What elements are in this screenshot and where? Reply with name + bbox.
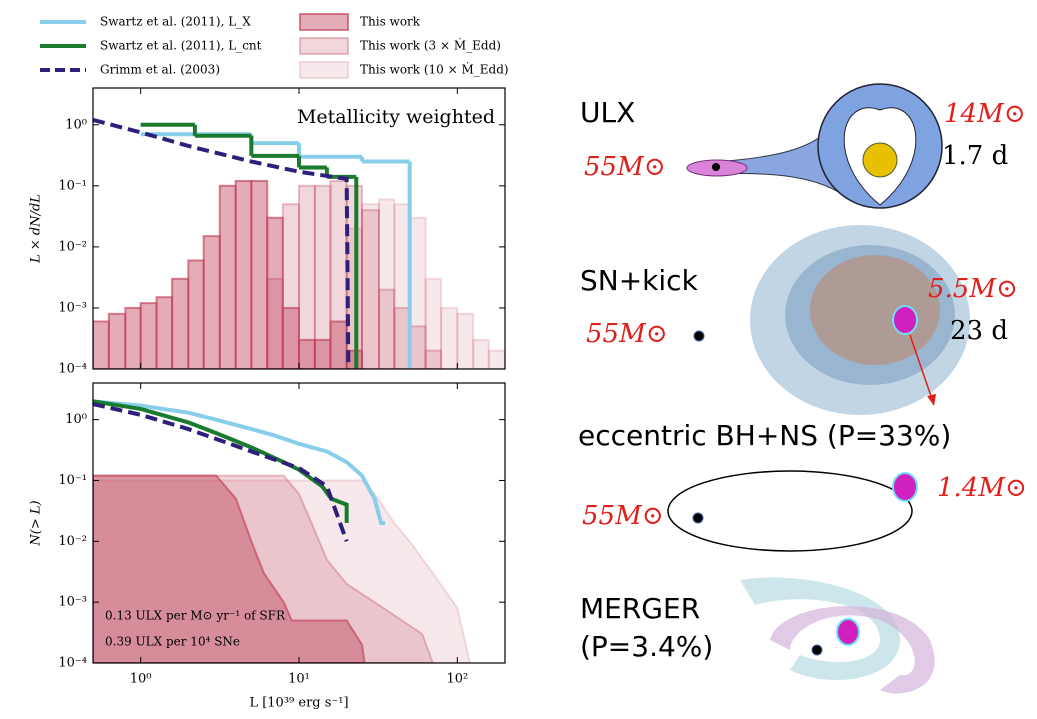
hist-bar — [155, 296, 174, 369]
y-tick-label: 10⁻³ — [58, 300, 87, 315]
legend-label: Grimm et al. (2003) — [100, 63, 220, 77]
line — [93, 117, 351, 369]
annotation: 0.39 ULX per 10⁴ SNe — [105, 635, 240, 649]
mass-label: 55M⊙ — [584, 152, 666, 182]
y-tick-label: 10⁻⁴ — [58, 362, 87, 377]
swirl — [740, 577, 900, 680]
hist-bar — [361, 203, 380, 369]
legend-label: This work (10 × Ṁ_Edd) — [360, 62, 509, 77]
hist-bar — [313, 338, 332, 369]
plot: 10⁰ 10¹ 10² 10⁻⁴ 10⁻³ 10⁻² 10⁻¹ 10⁰ N(> L) L [10³… — [29, 382, 506, 711]
y-tick-label: 10⁻¹ — [58, 473, 87, 488]
hist-bar — [393, 306, 411, 369]
hist-bar — [124, 306, 142, 369]
neutron-star — [836, 618, 860, 646]
y-tick-label: 10⁻⁴ — [58, 656, 87, 671]
legend-swatch — [299, 13, 349, 31]
hist-bar — [93, 320, 110, 369]
hist-bar — [377, 198, 396, 369]
hist-bar — [250, 179, 269, 369]
neutron-star — [892, 472, 918, 502]
line — [93, 402, 349, 542]
line — [93, 399, 386, 525]
y-tick-label: 10⁻¹ — [58, 178, 87, 193]
mass-label: 55M⊙ — [582, 501, 664, 531]
panel-subtitle: (P=3.4%) — [580, 630, 713, 663]
period-label: 1.7 d — [942, 141, 1008, 171]
hist-bar — [361, 209, 380, 369]
hist-bar — [440, 306, 459, 369]
hist-bar — [234, 179, 253, 369]
plot-area — [93, 399, 471, 663]
hist-bar — [107, 312, 127, 369]
core — [862, 142, 898, 178]
x-axis-label: L [10³⁹ erg s⁻¹] — [249, 696, 348, 711]
y-tick-label: 10⁻² — [58, 239, 87, 254]
y-axis-label: L × dN/dL — [29, 194, 44, 264]
black-hole — [692, 512, 704, 524]
hist-bar — [298, 338, 316, 369]
hist-bar — [424, 349, 443, 369]
black-hole — [693, 330, 705, 342]
panel-title: SN+kick — [580, 264, 699, 297]
hist-bar — [408, 325, 427, 369]
mass-label: 14M⊙ — [944, 99, 1026, 129]
area — [93, 474, 366, 663]
panel-title: ULX — [580, 96, 635, 129]
annotation: 0.13 ULX per M⊙ yr⁻¹ of SFR — [105, 609, 286, 623]
legend-label: Swartz et al. (2011), L_X — [100, 15, 251, 29]
y-axis-label: N(> L) — [29, 500, 44, 546]
hist-bar — [329, 320, 348, 369]
hist-bar — [424, 277, 443, 369]
y-tick-label: 10⁰ — [65, 412, 87, 427]
swirl — [770, 606, 935, 694]
hist-bar — [187, 259, 205, 369]
hist-bar — [266, 216, 284, 369]
black-hole — [712, 163, 720, 171]
legend-swatch — [299, 61, 349, 79]
plot: 10⁻⁴ 10⁻³ 10⁻² 10⁻¹ 10⁰ L × dN/dL Metallicity … — [29, 87, 506, 377]
y-tick-label: 10⁻² — [58, 534, 87, 549]
panel-title: eccentric BH+NS (P=33%) — [578, 419, 951, 452]
orbit — [667, 470, 913, 552]
x-tick-label: 10⁰ — [130, 672, 152, 687]
neutron-star — [892, 305, 918, 335]
kick-arrow — [909, 334, 934, 403]
hist-bar — [456, 312, 475, 369]
kick-arrowhead — [927, 394, 936, 406]
x-tick-label: 10¹ — [288, 672, 310, 687]
hist-bar — [472, 338, 490, 369]
hist-bar — [313, 184, 332, 369]
hist-bar — [202, 235, 221, 369]
supernova-cloud — [750, 225, 970, 415]
legend-label: Swartz et al. (2011), L_cnt — [100, 39, 262, 53]
legend-label: This work (3 × Ṁ_Edd) — [360, 38, 501, 53]
x-tick-label: 10² — [446, 672, 468, 687]
legend-swatch — [299, 37, 349, 55]
annotation: Metallicity weighted — [297, 106, 495, 128]
hist-bar — [377, 288, 396, 369]
diagram: ULX 55M⊙ 14M⊙ 1.7 d SN+kick 55M⊙ 5.5M⊙ 2… — [578, 83, 1027, 694]
legend-label: This work — [360, 15, 421, 29]
plot-area — [93, 117, 505, 369]
mass-label: 1.4M⊙ — [937, 473, 1027, 503]
mass-label: 5.5M⊙ — [928, 274, 1018, 304]
hist-bar — [298, 184, 316, 369]
period-label: 23 d — [950, 316, 1008, 346]
hist-bar — [487, 349, 505, 369]
hist-bar — [139, 302, 158, 369]
hist-bar — [171, 277, 190, 369]
mass-label: 55M⊙ — [586, 319, 668, 349]
hist-bar — [218, 184, 237, 369]
hist-bar — [281, 306, 301, 369]
y-tick-label: 10⁰ — [65, 117, 87, 132]
panel-title: MERGER — [580, 592, 700, 625]
black-hole — [811, 644, 823, 656]
y-tick-label: 10⁻³ — [58, 595, 87, 610]
